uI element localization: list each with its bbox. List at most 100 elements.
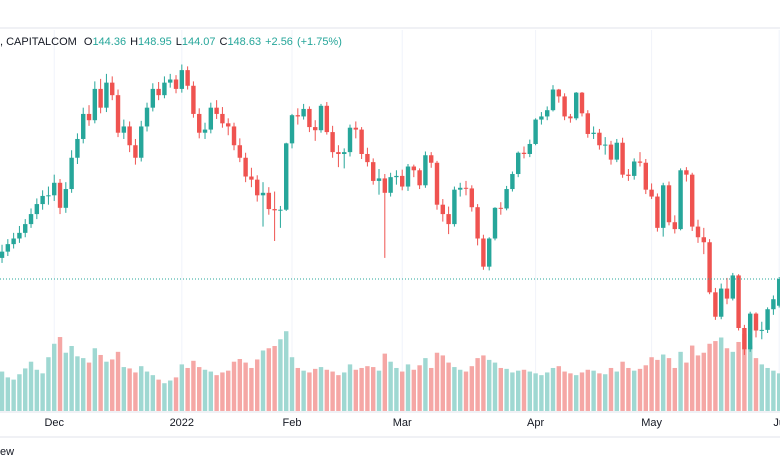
- candle-body: [753, 313, 759, 331]
- candle-body: [243, 157, 248, 177]
- volume-bar: [260, 350, 266, 411]
- candle-body: [202, 129, 208, 133]
- volume-bar: [585, 369, 591, 411]
- volume-bar: [330, 371, 335, 411]
- candle-body: [730, 275, 735, 299]
- volume-bar: [243, 362, 248, 411]
- volume-bar: [660, 354, 666, 411]
- candle-body: [469, 188, 475, 208]
- candle-body: [220, 113, 225, 124]
- volume-bar: [86, 362, 92, 411]
- volume-bar: [655, 359, 660, 411]
- volume-bar: [156, 379, 161, 411]
- candle-body: [307, 108, 312, 128]
- candle-body: [226, 123, 231, 127]
- volume-bar: [359, 367, 364, 411]
- candle-body: [121, 126, 127, 133]
- x-tick-label: Feb: [283, 417, 302, 429]
- ohlc-label: C: [219, 36, 227, 48]
- candle-body: [75, 138, 80, 158]
- volume-bar: [46, 357, 51, 411]
- candle-body: [573, 92, 579, 119]
- candle-body: [718, 288, 724, 317]
- volume-bar: [411, 369, 417, 411]
- candle-body: [394, 175, 399, 178]
- volume-bar: [597, 373, 602, 411]
- volume-bar: [272, 346, 277, 411]
- x-tick-label: Ju: [773, 417, 780, 429]
- volume-bar: [69, 346, 74, 411]
- volume-bar: [347, 364, 353, 411]
- volume-bar: [771, 370, 776, 411]
- candle-body: [504, 189, 509, 209]
- volume-bar: [179, 364, 185, 411]
- volume-bar: [0, 371, 5, 411]
- candle-body: [423, 155, 428, 186]
- candle-body: [301, 108, 306, 117]
- candle-body: [678, 170, 683, 230]
- candle-body: [475, 207, 480, 239]
- candle-body: [365, 153, 370, 163]
- candle-body: [284, 143, 289, 210]
- candle-body: [463, 187, 469, 189]
- candle-body: [481, 238, 486, 267]
- candle-body: [191, 85, 196, 114]
- candle-body: [347, 127, 353, 153]
- volume-bar: [110, 359, 115, 411]
- ohlc-label: L: [176, 36, 182, 48]
- candle-body: [156, 88, 161, 96]
- volume-bar: [342, 372, 347, 411]
- candle-body: [185, 70, 190, 86]
- candle-body: [52, 182, 57, 196]
- volume-bar: [144, 371, 150, 411]
- candle-body: [649, 189, 654, 197]
- plot-area: [0, 30, 780, 411]
- volume-bar: [672, 367, 677, 411]
- volume-bar: [527, 371, 533, 411]
- volume-bar: [417, 365, 422, 411]
- candle-body: [550, 89, 556, 111]
- candle-body: [417, 170, 422, 186]
- volume-bar: [40, 373, 45, 411]
- x-tick-label: Dec: [44, 417, 64, 429]
- candle-body: [208, 107, 214, 130]
- volume-bar: [278, 339, 283, 411]
- symbol-title: , CAPITALCOM: [0, 36, 77, 48]
- volume-bar: [284, 331, 289, 411]
- candle-body: [342, 152, 347, 154]
- volume-bar: [92, 348, 98, 411]
- candle-body: [713, 292, 718, 317]
- volume-bar: [643, 365, 648, 411]
- volume-bar: [202, 369, 208, 411]
- volume-bar: [608, 367, 614, 411]
- volume-bar: [150, 375, 156, 411]
- ohlc-value: 148.63: [227, 36, 261, 48]
- volume-bar: [75, 356, 80, 411]
- volume-bar: [127, 368, 132, 411]
- candle-body: [104, 82, 109, 108]
- volume-bar: [568, 373, 573, 411]
- volume-bar: [301, 370, 306, 411]
- volume-bar: [121, 367, 127, 411]
- candle-body: [405, 166, 411, 187]
- volume-bar: [98, 354, 103, 411]
- candle-body: [591, 132, 596, 134]
- candle-body: [139, 126, 144, 158]
- volume-bar: [226, 370, 231, 411]
- candle-body: [736, 275, 741, 329]
- candle-body: [34, 204, 40, 215]
- candle-body: [237, 145, 243, 158]
- candle-body: [701, 237, 706, 243]
- volume-bar: [550, 367, 556, 411]
- volume-bar: [400, 371, 405, 411]
- candle-body: [429, 155, 434, 163]
- volume-bar: [255, 359, 260, 411]
- candle-body: [86, 113, 92, 121]
- candle-body: [602, 144, 608, 146]
- candle-body: [689, 174, 695, 227]
- candle-body: [776, 278, 780, 306]
- candle-body: [214, 107, 219, 114]
- volume-bar: [498, 367, 504, 411]
- volume-bar: [701, 352, 706, 411]
